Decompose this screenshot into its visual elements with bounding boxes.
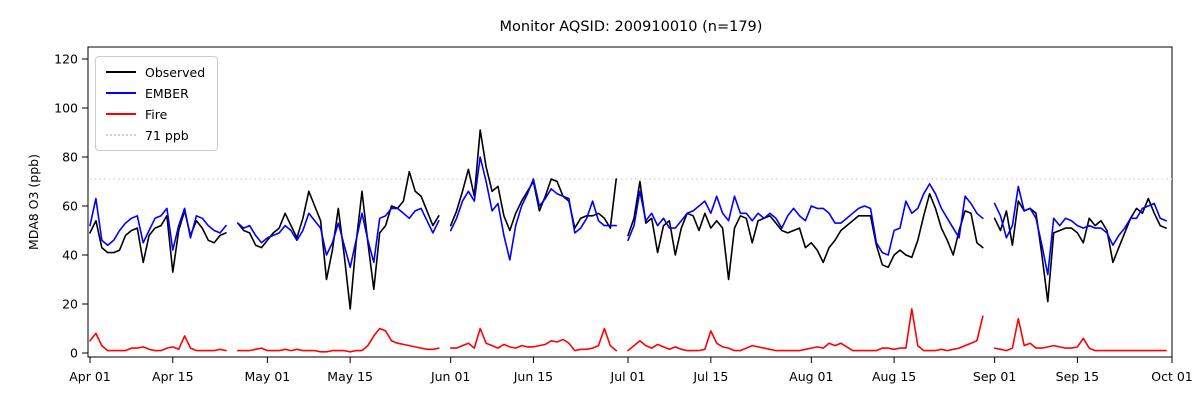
x-tick-label: May 15 xyxy=(327,369,373,384)
x-tick-label: Jun 01 xyxy=(430,369,470,384)
x-tick-label: Aug 15 xyxy=(872,369,916,384)
x-tick-label: Oct 01 xyxy=(1151,369,1193,384)
series-line-fire xyxy=(89,308,1167,353)
y-tick-label: 60 xyxy=(62,199,78,214)
series-line-observed xyxy=(89,129,1167,310)
axes-layer: 0 20 40 60 80 100 120 Apr 01 Apr 15 May 01 May 15 J… xyxy=(54,46,1193,384)
legend-line-sample xyxy=(106,134,136,136)
legend-item-fire: Fire xyxy=(106,106,205,122)
legend-line-sample xyxy=(106,71,136,73)
legend-item-observed: Observed xyxy=(106,64,205,80)
legend-line-sample xyxy=(106,92,136,94)
x-tick-label: Apr 15 xyxy=(152,369,194,384)
x-tick-label: Sep 15 xyxy=(1056,369,1099,384)
x-tick-label: May 01 xyxy=(245,369,291,384)
x-tick-label: Sep 01 xyxy=(973,369,1016,384)
y-tick-label: 0 xyxy=(70,346,78,361)
x-tick-label: Jul 15 xyxy=(692,369,728,384)
legend-item-label: Observed xyxy=(145,64,206,80)
legend-item-label: 71 ppb xyxy=(145,127,189,143)
series-line-ember xyxy=(89,156,1167,276)
series-layer xyxy=(89,129,1172,353)
legend-item-label: Fire xyxy=(145,106,168,122)
chart-title: Monitor AQSID: 200910010 (n=179) xyxy=(500,19,763,35)
y-tick-label: 40 xyxy=(62,248,78,263)
x-tick-label: Apr 01 xyxy=(69,369,111,384)
legend-item-71-ppb: 71 ppb xyxy=(106,127,205,143)
y-tick-label: 80 xyxy=(62,150,78,165)
y-tick-label: 20 xyxy=(62,297,78,312)
x-tick-label: Aug 01 xyxy=(789,369,833,384)
x-tick-label: Jul 01 xyxy=(610,369,646,384)
y-tick-label: 100 xyxy=(54,101,78,116)
y-tick-label: 120 xyxy=(54,52,78,67)
plot-border xyxy=(87,46,1173,358)
legend-box: Observed EMBER Fire 71 ppb xyxy=(95,56,219,151)
legend-item-ember: EMBER xyxy=(106,85,205,101)
legend-item-label: EMBER xyxy=(145,85,189,101)
y-axis-label: MDA8 O3 (ppb) xyxy=(26,154,41,250)
x-tick-label: Jun 15 xyxy=(513,369,553,384)
legend-line-sample xyxy=(106,113,136,115)
